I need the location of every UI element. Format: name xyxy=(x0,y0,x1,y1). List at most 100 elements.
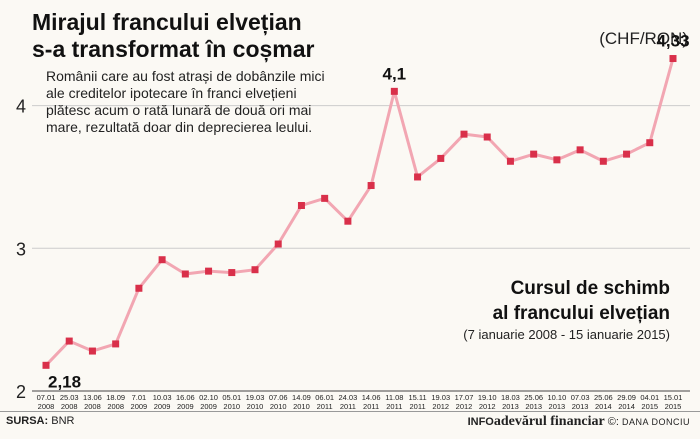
data-point xyxy=(65,337,73,345)
x-tick-label-day: 17.07 xyxy=(455,393,474,402)
x-tick-label-year: 2013 xyxy=(502,402,519,411)
data-point xyxy=(576,146,584,154)
x-tick-label-day: 24.03 xyxy=(338,393,357,402)
x-tick-label-year: 2009 xyxy=(200,402,217,411)
x-tick-label-year: 2008 xyxy=(107,402,124,411)
data-point xyxy=(297,202,305,209)
x-tick-label-year: 2011 xyxy=(340,402,356,411)
data-point xyxy=(344,217,352,225)
data-label: 2,18 xyxy=(48,372,81,391)
x-tick-label-day: 19.03 xyxy=(246,393,265,402)
x-tick-label-day: 16.06 xyxy=(176,393,195,402)
intro-line-1: Românii care au fost atrași de dobânzile… xyxy=(46,68,325,84)
x-tick-label-day: 15.11 xyxy=(408,393,426,402)
x-tick-label-year: 2013 xyxy=(549,402,566,411)
brand-copyright: ©: xyxy=(607,416,619,428)
intro-line-3: plătesc acum o rată lunară de două ori m… xyxy=(46,102,311,118)
y-tick-label: 3 xyxy=(16,239,26,259)
x-tick-label-year: 2008 xyxy=(61,402,78,411)
data-point xyxy=(321,194,329,202)
intro-line-4: mare, rezultată doar din deprecierea leu… xyxy=(46,119,312,135)
chart-title-line-2: al francului elvețian xyxy=(493,303,670,324)
x-tick-label-year: 2010 xyxy=(293,402,310,411)
x-tick-label-year: 2012 xyxy=(479,402,496,411)
x-tick-label-year: 2011 xyxy=(317,402,333,411)
gridlines xyxy=(32,105,690,249)
data-point xyxy=(88,347,96,355)
x-tick-label-year: 2008 xyxy=(38,402,55,411)
data-point xyxy=(506,157,514,165)
data-point xyxy=(367,182,375,190)
data-point xyxy=(390,87,398,95)
x-tick-label-day: 14.06 xyxy=(362,393,381,402)
x-tick-label-day: 18.03 xyxy=(501,393,520,402)
data-point xyxy=(251,266,259,274)
data-label: 4,1 xyxy=(383,64,407,83)
data-point xyxy=(599,157,607,165)
data-point xyxy=(274,240,282,248)
x-tick-label-day: 25.03 xyxy=(60,393,79,402)
series-line xyxy=(44,58,675,367)
data-point xyxy=(623,150,631,158)
x-tick-label-year: 2009 xyxy=(154,402,171,411)
x-tick-label-year: 2015 xyxy=(665,402,682,411)
x-tick-label-day: 05.01 xyxy=(222,393,241,402)
brand-info: INFO xyxy=(467,416,494,428)
data-point xyxy=(530,150,538,158)
y-tick-label: 4 xyxy=(16,97,26,117)
author-name: DANA DONCIU xyxy=(621,417,690,427)
x-axis-tick-labels: 07.01200825.03200813.06200818.0920087.01… xyxy=(37,393,683,411)
x-tick-label-year: 2010 xyxy=(247,402,264,411)
x-tick-label-day: 07.01 xyxy=(37,393,56,402)
publisher-credit: INFOadevărul financiar ©: DANA DONCIU xyxy=(468,414,690,430)
x-tick-label-day: 11.08 xyxy=(385,393,403,402)
x-tick-label-day: 19.03 xyxy=(431,393,450,402)
x-tick-label-year: 2010 xyxy=(270,402,287,411)
x-tick-label-year: 2011 xyxy=(409,402,425,411)
data-point xyxy=(228,269,236,277)
x-tick-label-day: 06.01 xyxy=(315,393,334,402)
x-tick-label-day: 14.09 xyxy=(292,393,311,402)
data-point xyxy=(135,284,143,292)
x-tick-label-year: 2013 xyxy=(525,402,542,411)
x-tick-label-year: 2014 xyxy=(595,402,612,411)
data-point xyxy=(483,133,491,141)
x-tick-label-day: 25.06 xyxy=(524,393,543,402)
x-tick-label-year: 2014 xyxy=(618,402,635,411)
x-tick-label-year: 2009 xyxy=(131,402,148,411)
x-tick-label-day: 19.10 xyxy=(478,393,497,402)
x-tick-label-day: 07.06 xyxy=(269,393,288,402)
x-tick-label-year: 2010 xyxy=(223,402,240,411)
headline-line-2: s-a transformat în coșmar xyxy=(32,36,315,63)
data-point xyxy=(42,361,50,369)
data-point xyxy=(205,267,213,275)
x-tick-label-year: 2009 xyxy=(177,402,194,411)
x-tick-label-day: 29.09 xyxy=(617,393,636,402)
x-tick-label-year: 2011 xyxy=(386,402,402,411)
source-label: SURSA: xyxy=(6,415,49,427)
headline-line-1: Mirajul francului elvețian xyxy=(32,9,302,36)
brand-name: adevărul financiar xyxy=(493,414,605,429)
x-tick-label-year: 2012 xyxy=(432,402,449,411)
data-point xyxy=(460,130,468,138)
x-tick-label-day: 15.01 xyxy=(664,393,683,402)
x-tick-label-day: 7.01 xyxy=(132,393,147,402)
intro-line-2: ale creditelor ipotecare în franci elveț… xyxy=(46,85,297,101)
data-point xyxy=(158,256,166,264)
data-point xyxy=(646,139,654,147)
x-tick-label-year: 2011 xyxy=(363,402,379,411)
y-axis-tick-labels: 2 3 4 xyxy=(16,97,26,402)
chart-title-line-1: Cursul de schimb xyxy=(511,278,670,299)
x-tick-label-year: 2008 xyxy=(84,402,101,411)
source-value: BNR xyxy=(51,415,75,427)
x-tick-label-day: 18.09 xyxy=(106,393,125,402)
data-point xyxy=(437,154,445,162)
data-point xyxy=(553,156,561,164)
data-point xyxy=(669,55,677,63)
data-annotations: 2,18 4,1 4,33 xyxy=(48,32,690,392)
x-tick-label-day: 04.01 xyxy=(640,393,659,402)
footer-divider xyxy=(0,411,700,412)
y-tick-label: 2 xyxy=(16,382,26,402)
x-tick-label-year: 2012 xyxy=(456,402,473,411)
